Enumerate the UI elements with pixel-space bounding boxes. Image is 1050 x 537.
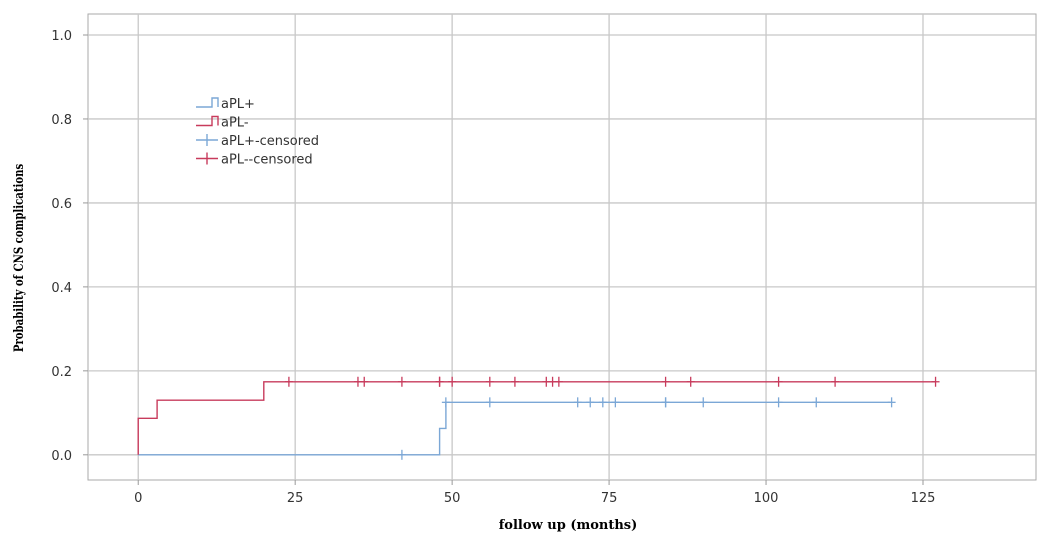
tick-labels: 0 25 50 75 100 125 0.0 0.2 0.4 0.6 0.8 1.0	[51, 29, 935, 506]
x-tick-label: 25	[287, 491, 304, 506]
legend-label: aPL-	[221, 116, 249, 131]
series-line-aPL-	[137, 381, 936, 455]
x-tick-label: 50	[444, 491, 461, 506]
x-tick-label: 100	[754, 491, 779, 506]
y-tick-label: 0.8	[51, 113, 72, 128]
series-line-aPL+	[138, 401, 892, 456]
legend-label: aPL--censored	[221, 153, 313, 168]
x-tick-label: 75	[601, 491, 618, 506]
x-axis-title: follow up (months)	[499, 518, 638, 533]
x-tick-label: 125	[911, 491, 936, 506]
y-tick-label: 0.2	[51, 365, 72, 380]
legend-key-step	[196, 97, 219, 108]
y-axis-title: Probability of CNS complications	[11, 163, 27, 352]
series-layer	[137, 376, 940, 460]
legend-label: aPL+	[221, 97, 255, 112]
grid	[83, 14, 1036, 485]
legend-label: aPL+-censored	[221, 134, 319, 149]
y-tick-label: 1.0	[51, 29, 72, 44]
y-tick-label: 0.4	[51, 281, 72, 296]
y-tick-label: 0.0	[51, 449, 72, 464]
legend-key-step	[196, 115, 219, 127]
plot-area	[87, 13, 1037, 481]
y-tick-label: 0.6	[51, 197, 72, 212]
legend: aPL+ aPL-aPL+-censored aPL--censored	[196, 97, 319, 168]
x-tick-label: 0	[134, 491, 142, 506]
